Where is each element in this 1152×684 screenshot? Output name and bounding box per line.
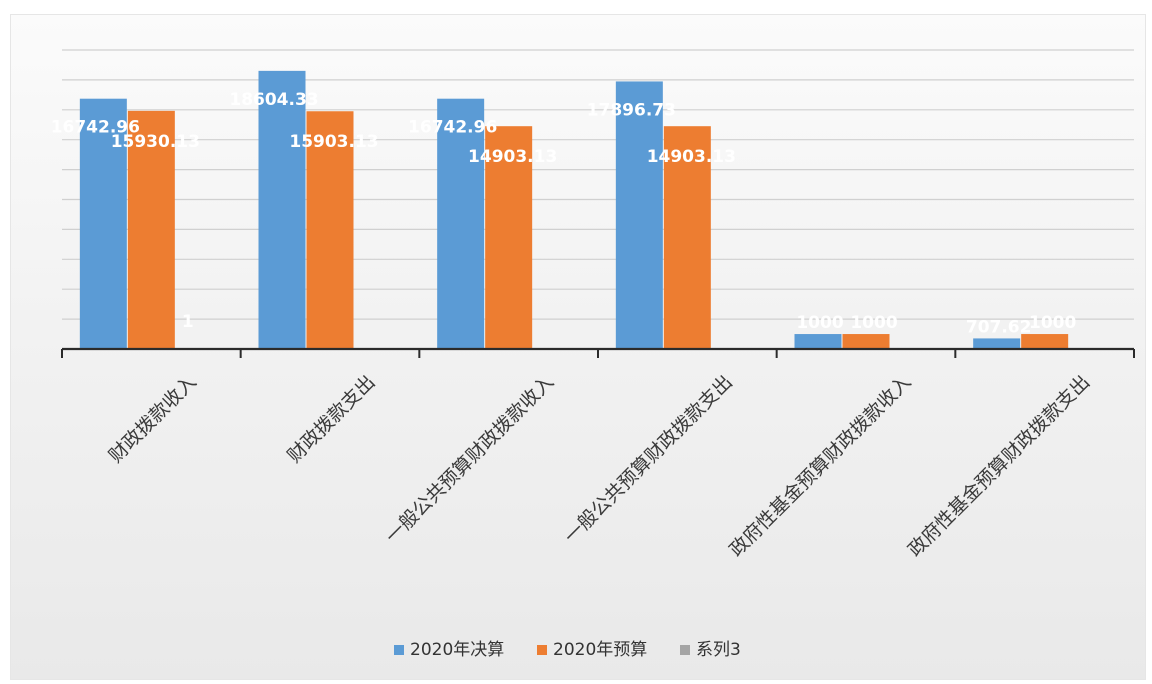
bar-2-5	[842, 334, 890, 349]
data-label: 17896.73	[587, 100, 676, 120]
x-tick-label: 政府性基金预算财政拨款支出	[904, 371, 1094, 561]
legend-swatch	[394, 645, 404, 655]
legend-label: 系列3	[696, 640, 741, 660]
legend-label: 2020年决算	[410, 640, 504, 660]
data-label: 707.62	[966, 317, 1032, 337]
bar-2-4	[663, 126, 711, 349]
x-tick-label: 政府性基金预算财政拨款收入	[725, 371, 915, 561]
bar-1-5	[794, 334, 842, 349]
bar-1-1	[79, 98, 127, 349]
x-tick-label: 财政拨款支出	[283, 371, 379, 467]
bar-1-4	[615, 81, 663, 350]
data-label: 18604.33	[229, 90, 318, 110]
data-label: 1000	[850, 313, 897, 333]
x-tick-label: 一般公共预算财政拨款支出	[560, 371, 737, 548]
bar-2-3	[485, 126, 533, 349]
data-label: 1000	[1029, 313, 1076, 333]
data-label: 1	[182, 312, 194, 332]
bar-2-1	[127, 110, 175, 349]
chart-area	[10, 14, 1146, 680]
data-label: 14903.13	[468, 147, 557, 167]
bar-1-2	[258, 70, 306, 349]
legend-swatch	[537, 645, 547, 655]
bar-1-6	[973, 338, 1021, 349]
data-label: 15903.13	[289, 132, 378, 152]
data-label: 14903.13	[647, 147, 736, 167]
bar-2-2	[306, 111, 354, 350]
legend-label: 2020年预算	[553, 640, 647, 660]
data-label: 16742.96	[51, 118, 140, 138]
x-tick-label: 财政拨款收入	[105, 371, 201, 467]
x-tick-label: 一般公共预算财政拨款收入	[381, 371, 558, 548]
legend-swatch	[680, 645, 690, 655]
data-label: 1000	[796, 313, 843, 333]
bar-2-6	[1021, 334, 1069, 349]
data-label: 16742.96	[408, 118, 497, 138]
bar-1-3	[437, 98, 485, 349]
data-label: 15930.13	[111, 132, 200, 152]
